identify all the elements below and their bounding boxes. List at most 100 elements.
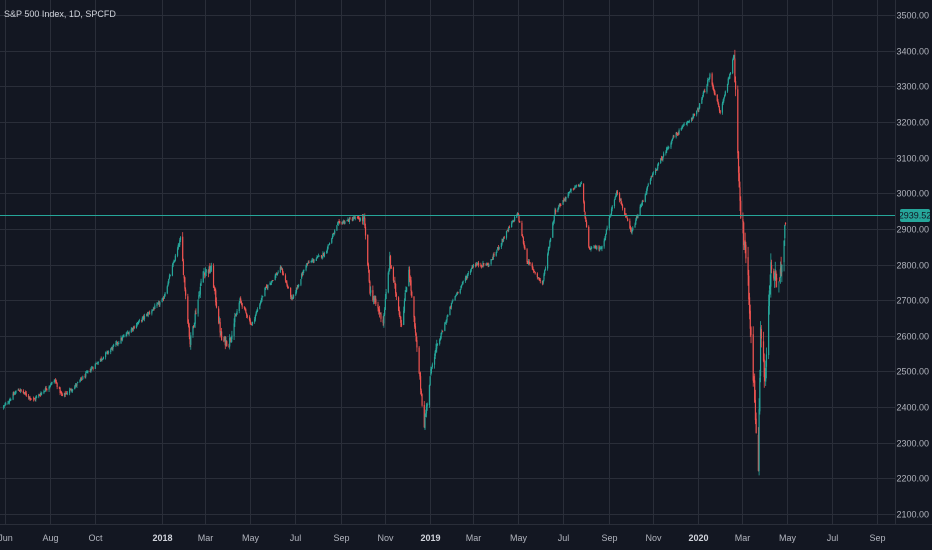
candle-body (583, 183, 585, 202)
candle-body (717, 100, 719, 104)
candle-body (444, 323, 447, 325)
candle-body (33, 398, 35, 400)
candle-body (599, 248, 602, 250)
candle-body (269, 282, 271, 285)
candle-body (151, 309, 154, 311)
candle-body (331, 238, 333, 243)
candle-body (91, 367, 93, 369)
candle-body (649, 179, 652, 185)
candle-body (729, 72, 732, 75)
candle-body (28, 396, 30, 398)
candle-body (348, 219, 350, 222)
candle-body (58, 387, 60, 389)
candle-body (635, 220, 637, 225)
candle-body (208, 266, 210, 274)
candle-body (745, 244, 747, 259)
price-axis[interactable] (896, 0, 932, 524)
candle-body (536, 273, 538, 278)
candle-body (421, 394, 423, 406)
candle-body (449, 307, 451, 316)
candle-body (611, 206, 613, 210)
candle-body (128, 332, 130, 335)
candle-body (364, 218, 366, 226)
y-tick-label: 2900.00 (896, 225, 929, 235)
y-tick-label: 3300.00 (896, 82, 929, 92)
candle-body (776, 278, 778, 280)
candle-body (176, 248, 179, 256)
candle-body (142, 316, 144, 318)
candle-body (61, 393, 63, 396)
candle-body (624, 214, 627, 216)
candle-body (315, 258, 317, 261)
candle-body (775, 271, 777, 280)
candle-body (461, 281, 464, 285)
candle-body (414, 317, 416, 327)
candle-body (538, 277, 540, 279)
candle-body (15, 391, 17, 393)
candle-body (380, 313, 382, 319)
candle-body (765, 354, 768, 367)
candle-body (498, 247, 500, 249)
candle-body (657, 164, 659, 169)
candle-body (370, 290, 372, 293)
candle-body (408, 269, 410, 287)
last-price-label: 2939.52 (899, 211, 932, 221)
candle-body (53, 381, 55, 383)
candle-body (630, 229, 632, 233)
candle-body (8, 402, 10, 404)
candle-body (502, 239, 504, 241)
candle-body (221, 331, 223, 341)
candle-body (157, 303, 159, 305)
time-axis[interactable] (0, 524, 932, 550)
candle-body (298, 284, 300, 286)
candle-body (284, 275, 287, 281)
candle-body (337, 221, 339, 224)
candle-body (313, 260, 315, 262)
candle-body (70, 388, 72, 391)
candle-body (338, 221, 340, 223)
candle-body (505, 231, 508, 238)
candle-body (429, 376, 431, 386)
candle-body (275, 274, 277, 276)
candle-body (372, 290, 374, 301)
candle-body (601, 245, 603, 249)
candle-body (446, 316, 448, 321)
candle-body (200, 281, 202, 286)
candle-body (277, 272, 279, 274)
candle-body (495, 252, 497, 256)
candle-body (712, 86, 715, 91)
candle-body (121, 337, 124, 340)
y-tick-label: 2800.00 (896, 261, 929, 271)
candle-body (342, 222, 344, 225)
candle-body (680, 127, 682, 130)
candle-body (457, 292, 459, 294)
candle-body (302, 271, 304, 276)
candle-body (51, 381, 53, 384)
candle-body (375, 298, 377, 304)
candle-body (687, 121, 689, 123)
candle-body (14, 392, 16, 395)
candle-body (236, 311, 238, 315)
x-tick-label: Nov (645, 533, 662, 543)
candle-body (534, 271, 536, 274)
candle-body (754, 399, 757, 421)
candle-body (333, 233, 335, 234)
candle-body (490, 259, 492, 265)
candle-body (267, 284, 269, 289)
candle-body (594, 246, 596, 248)
candle-body (671, 138, 674, 141)
candle-body (743, 242, 746, 244)
candle-body (66, 392, 68, 394)
candle-body (565, 196, 567, 200)
candle-body (116, 341, 118, 344)
candle-body (326, 248, 328, 252)
candle-body (414, 326, 417, 333)
candle-body (306, 263, 308, 267)
candle-body (226, 341, 228, 346)
candle-body (665, 152, 667, 154)
candle-body (523, 243, 525, 247)
x-tick-label: Jun (0, 533, 13, 543)
candle-body (652, 173, 654, 177)
candle-body (94, 363, 96, 369)
